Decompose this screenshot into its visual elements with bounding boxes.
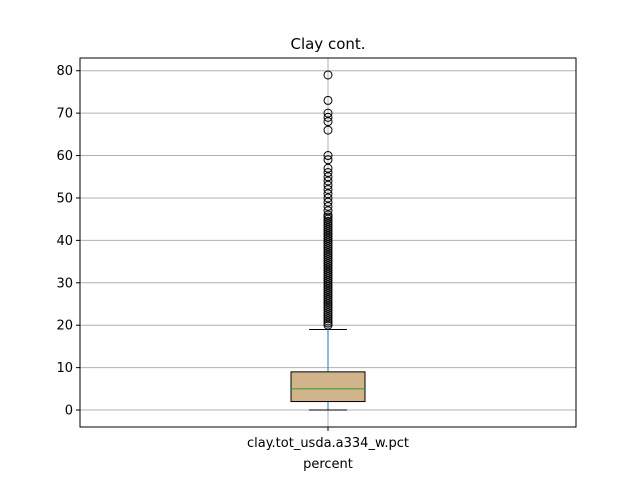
x-axis-label: percent <box>303 457 353 472</box>
y-axis: 0 10 20 30 40 50 60 70 80 <box>56 64 80 419</box>
y-tick-label: 60 <box>56 149 73 164</box>
y-tick-label: 70 <box>56 107 73 122</box>
outlier-point <box>323 70 333 80</box>
y-tick-label: 50 <box>56 191 73 206</box>
outlier-point <box>323 212 333 222</box>
plot-frame <box>79 57 577 428</box>
outlier-point <box>323 168 333 178</box>
outlier-point <box>323 155 333 165</box>
y-tick-label: 0 <box>65 404 73 419</box>
chart-title: Clay cont. <box>290 35 365 53</box>
y-tick-label: 80 <box>56 64 73 79</box>
box-plot <box>290 70 366 411</box>
x-tick-label: clay.tot_usda.a334_w.pct <box>247 436 409 451</box>
y-tick-label: 20 <box>56 319 73 334</box>
outlier-point <box>323 108 333 118</box>
iqr-box <box>290 371 366 403</box>
y-tick-label: 40 <box>56 234 73 249</box>
outlier-point <box>323 151 333 161</box>
outlier-point <box>323 216 333 226</box>
outlier-point <box>323 112 333 122</box>
x-axis: clay.tot_usda.a334_w.pct <box>247 427 409 451</box>
y-tick-label: 10 <box>56 361 73 376</box>
outlier-point <box>323 95 333 105</box>
y-tick-label: 30 <box>56 276 73 291</box>
